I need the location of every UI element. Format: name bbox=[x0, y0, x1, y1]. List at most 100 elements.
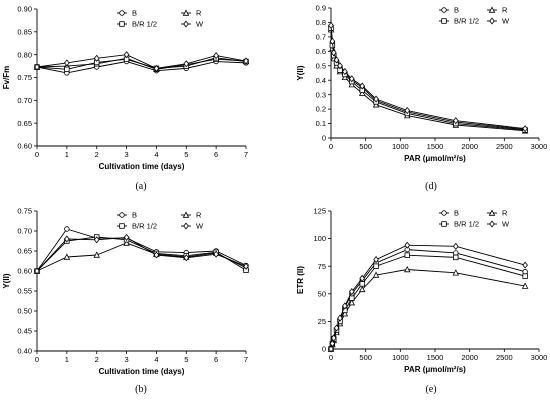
legend-marker bbox=[119, 212, 125, 218]
x-axis-label: PAR (μmol/m²/s) bbox=[404, 365, 466, 374]
panel-label: (d) bbox=[425, 181, 437, 192]
data-point bbox=[348, 299, 356, 306]
data-point bbox=[153, 64, 160, 72]
x-tick-label: 1 bbox=[65, 150, 69, 159]
legend: B R B/R 1/2 W bbox=[439, 209, 510, 229]
series-line bbox=[330, 29, 526, 132]
data-point bbox=[404, 241, 411, 249]
legend-label: W bbox=[196, 20, 204, 29]
data-point bbox=[373, 256, 379, 264]
x-tick-label: 3000 bbox=[531, 353, 548, 362]
y-tick-label: 0.75 bbox=[17, 73, 32, 82]
y-tick-label: 0.5 bbox=[316, 61, 326, 70]
data-point bbox=[522, 269, 528, 275]
series-w bbox=[34, 51, 249, 72]
legend-marker bbox=[488, 209, 496, 216]
y-tick-label: 0.8 bbox=[316, 18, 326, 27]
data-point bbox=[453, 250, 459, 256]
legend-label: B bbox=[132, 9, 137, 18]
panel-label: (a) bbox=[135, 181, 146, 192]
data-point bbox=[328, 21, 334, 29]
x-tick-label: 0 bbox=[35, 150, 39, 159]
y-tick-label: 0.70 bbox=[17, 227, 32, 236]
legend-marker bbox=[489, 17, 495, 25]
series-br12 bbox=[328, 252, 528, 352]
y-tick-label: 0.60 bbox=[17, 142, 32, 151]
y-tick-label: 0.7 bbox=[316, 32, 326, 41]
legend: B R B/R 1/2 W bbox=[117, 211, 204, 231]
data-point bbox=[153, 251, 160, 259]
series-line bbox=[330, 254, 526, 350]
series-line bbox=[330, 244, 526, 350]
data-point bbox=[328, 345, 334, 353]
series-line bbox=[330, 249, 526, 350]
legend-label: W bbox=[502, 17, 510, 26]
legend-label: B bbox=[132, 211, 137, 220]
x-tick-label: 2000 bbox=[461, 142, 478, 151]
data-point bbox=[373, 95, 379, 103]
legend-label: B/R 1/2 bbox=[454, 220, 479, 229]
x-tick-label: 0 bbox=[35, 355, 39, 364]
data-point bbox=[452, 117, 459, 125]
x-tick-label: 4 bbox=[154, 355, 158, 364]
data-point bbox=[93, 54, 100, 62]
data-point bbox=[329, 37, 336, 45]
panel-label: (b) bbox=[135, 384, 147, 395]
chart-panel-3: 0 1 2 3 4 5 6 7 0.40 0.45 0.50 0.55 0.60 0.65 0.70 0.75… bbox=[2, 207, 250, 395]
chart-panel-4: 0 500 1000 1500 2000 2500 3000 0 25 50 75 100 125 PAR… bbox=[296, 207, 547, 395]
legend-marker bbox=[441, 221, 447, 227]
data-point bbox=[183, 254, 190, 262]
data-point bbox=[359, 82, 366, 90]
series-line bbox=[330, 26, 526, 130]
legend-marker bbox=[488, 6, 496, 13]
y-axis-label: Fv/Fm bbox=[2, 66, 11, 90]
series-line bbox=[330, 25, 526, 130]
x-tick-label: 7 bbox=[244, 355, 248, 364]
y-tick-label: 0.75 bbox=[17, 207, 32, 216]
series-b bbox=[328, 246, 528, 352]
data-point bbox=[404, 265, 411, 273]
data-point bbox=[63, 253, 71, 260]
data-point bbox=[213, 250, 219, 258]
data-point bbox=[521, 282, 529, 289]
x-tick-label: 1 bbox=[65, 355, 69, 364]
x-tick-label: 2500 bbox=[496, 353, 513, 362]
x-tick-label: 1000 bbox=[392, 353, 409, 362]
y-tick-label: 0 bbox=[322, 134, 326, 143]
y-tick-label: 75 bbox=[318, 262, 326, 271]
data-point bbox=[93, 236, 100, 244]
data-point bbox=[329, 339, 336, 348]
data-point bbox=[359, 281, 365, 287]
x-tick-label: 1500 bbox=[427, 142, 444, 151]
y-tick-label: 0.3 bbox=[316, 90, 326, 99]
x-tick-label: 0 bbox=[329, 353, 333, 362]
data-point bbox=[333, 56, 340, 64]
data-point bbox=[64, 59, 70, 67]
y-tick-label: 0.9 bbox=[316, 4, 326, 13]
legend-label: R bbox=[196, 9, 202, 18]
legend-label: R bbox=[502, 6, 508, 15]
y-tick-label: 0.55 bbox=[17, 287, 32, 296]
data-point bbox=[348, 288, 355, 296]
legend-label: W bbox=[502, 220, 510, 229]
data-point bbox=[64, 66, 70, 72]
data-point bbox=[183, 60, 190, 68]
x-tick-label: 1500 bbox=[427, 353, 444, 362]
x-tick-label: 2 bbox=[95, 355, 99, 364]
series-r bbox=[327, 265, 529, 352]
data-point bbox=[522, 125, 528, 133]
data-point bbox=[337, 314, 343, 322]
x-tick-label: 1000 bbox=[392, 142, 409, 151]
y-tick-label: 0.1 bbox=[316, 119, 326, 128]
data-point bbox=[342, 68, 348, 76]
data-point bbox=[34, 267, 40, 275]
y-tick-label: 0.40 bbox=[17, 347, 32, 356]
y-tick-label: 0.65 bbox=[17, 247, 32, 256]
x-tick-label: 3000 bbox=[531, 142, 548, 151]
x-tick-label: 2 bbox=[95, 150, 99, 159]
series-w bbox=[328, 21, 528, 133]
data-point bbox=[123, 51, 130, 59]
x-tick-label: 4 bbox=[154, 150, 158, 159]
data-point bbox=[330, 49, 337, 57]
series-r bbox=[327, 26, 529, 134]
